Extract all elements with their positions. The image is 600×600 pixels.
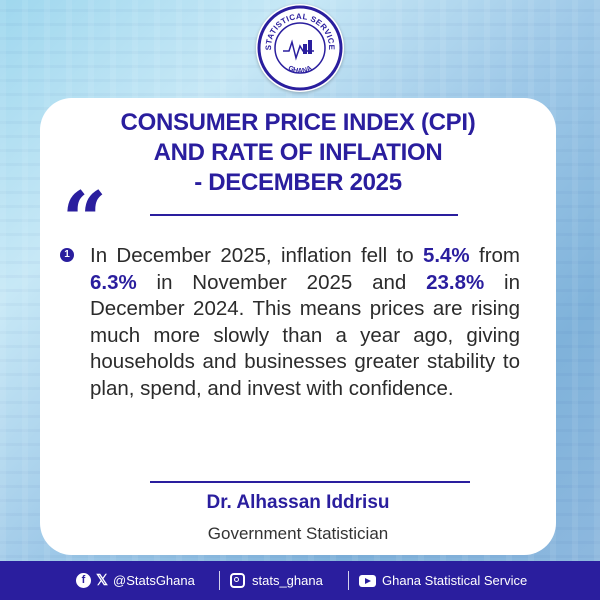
inflation-december-2025: 5.4% [422, 244, 470, 267]
title-line-1: CONSUMER PRICE INDEX (CPI) [120, 109, 476, 136]
logo-emblem: STATISTICAL SERVICE GHANA [257, 5, 343, 91]
footer-youtube-link[interactable]: Ghana Statistical Service [359, 561, 527, 600]
facebook-icon[interactable]: f [76, 573, 91, 588]
svg-text:GHANA: GHANA [287, 65, 313, 75]
footer-instagram-link[interactable]: stats_ghana [230, 561, 323, 600]
quote-text-part-4: in December 2024. This means prices are … [90, 270, 520, 400]
title-line-3: - DECEMBER 2025 [194, 169, 402, 196]
title-line-2: AND RATE OF INFLATION [153, 139, 443, 166]
footer-x-link[interactable]: f 𝕏 @StatsGhana [76, 561, 195, 600]
footer-separator [348, 571, 349, 590]
x-icon[interactable]: 𝕏 [95, 572, 109, 589]
inflation-december-2024: 23.8% [426, 270, 485, 294]
quote-icon: “ [62, 175, 107, 266]
instagram-handle[interactable]: stats_ghana [252, 573, 323, 588]
quote-text: In December 2025, inflation fell to 5.4%… [90, 243, 520, 402]
author-name: Dr. Alhassan Iddrisu [206, 492, 390, 513]
youtube-channel[interactable]: Ghana Statistical Service [382, 573, 528, 588]
footer-separator [219, 571, 220, 590]
inflation-november-2025: 6.3% [90, 270, 137, 294]
instagram-icon[interactable] [230, 573, 245, 588]
x-handle[interactable]: @StatsGhana [113, 573, 195, 588]
youtube-icon[interactable] [359, 574, 376, 587]
quote-text-part-3: in November 2025 and [136, 270, 427, 294]
divider-bottom [150, 481, 470, 483]
quote-text-part-1: In December 2025, inflation fell to [90, 244, 423, 267]
quote-text-part-2: from [469, 244, 521, 267]
logo-bottom-text: GHANA [287, 65, 313, 75]
quote-card: CONSUMER PRICE INDEX (CPI) AND RATE OF I… [40, 98, 556, 555]
social-footer: f 𝕏 @StatsGhana stats_ghana Ghana Statis… [0, 561, 600, 600]
ghana-statistical-service-logo: STATISTICAL SERVICE GHANA [256, 4, 344, 92]
list-number-badge: 1 [60, 248, 74, 262]
author-title: Government Statistician [207, 524, 389, 543]
divider-top [150, 214, 458, 216]
page-title: CONSUMER PRICE INDEX (CPI) AND RATE OF I… [40, 108, 556, 198]
